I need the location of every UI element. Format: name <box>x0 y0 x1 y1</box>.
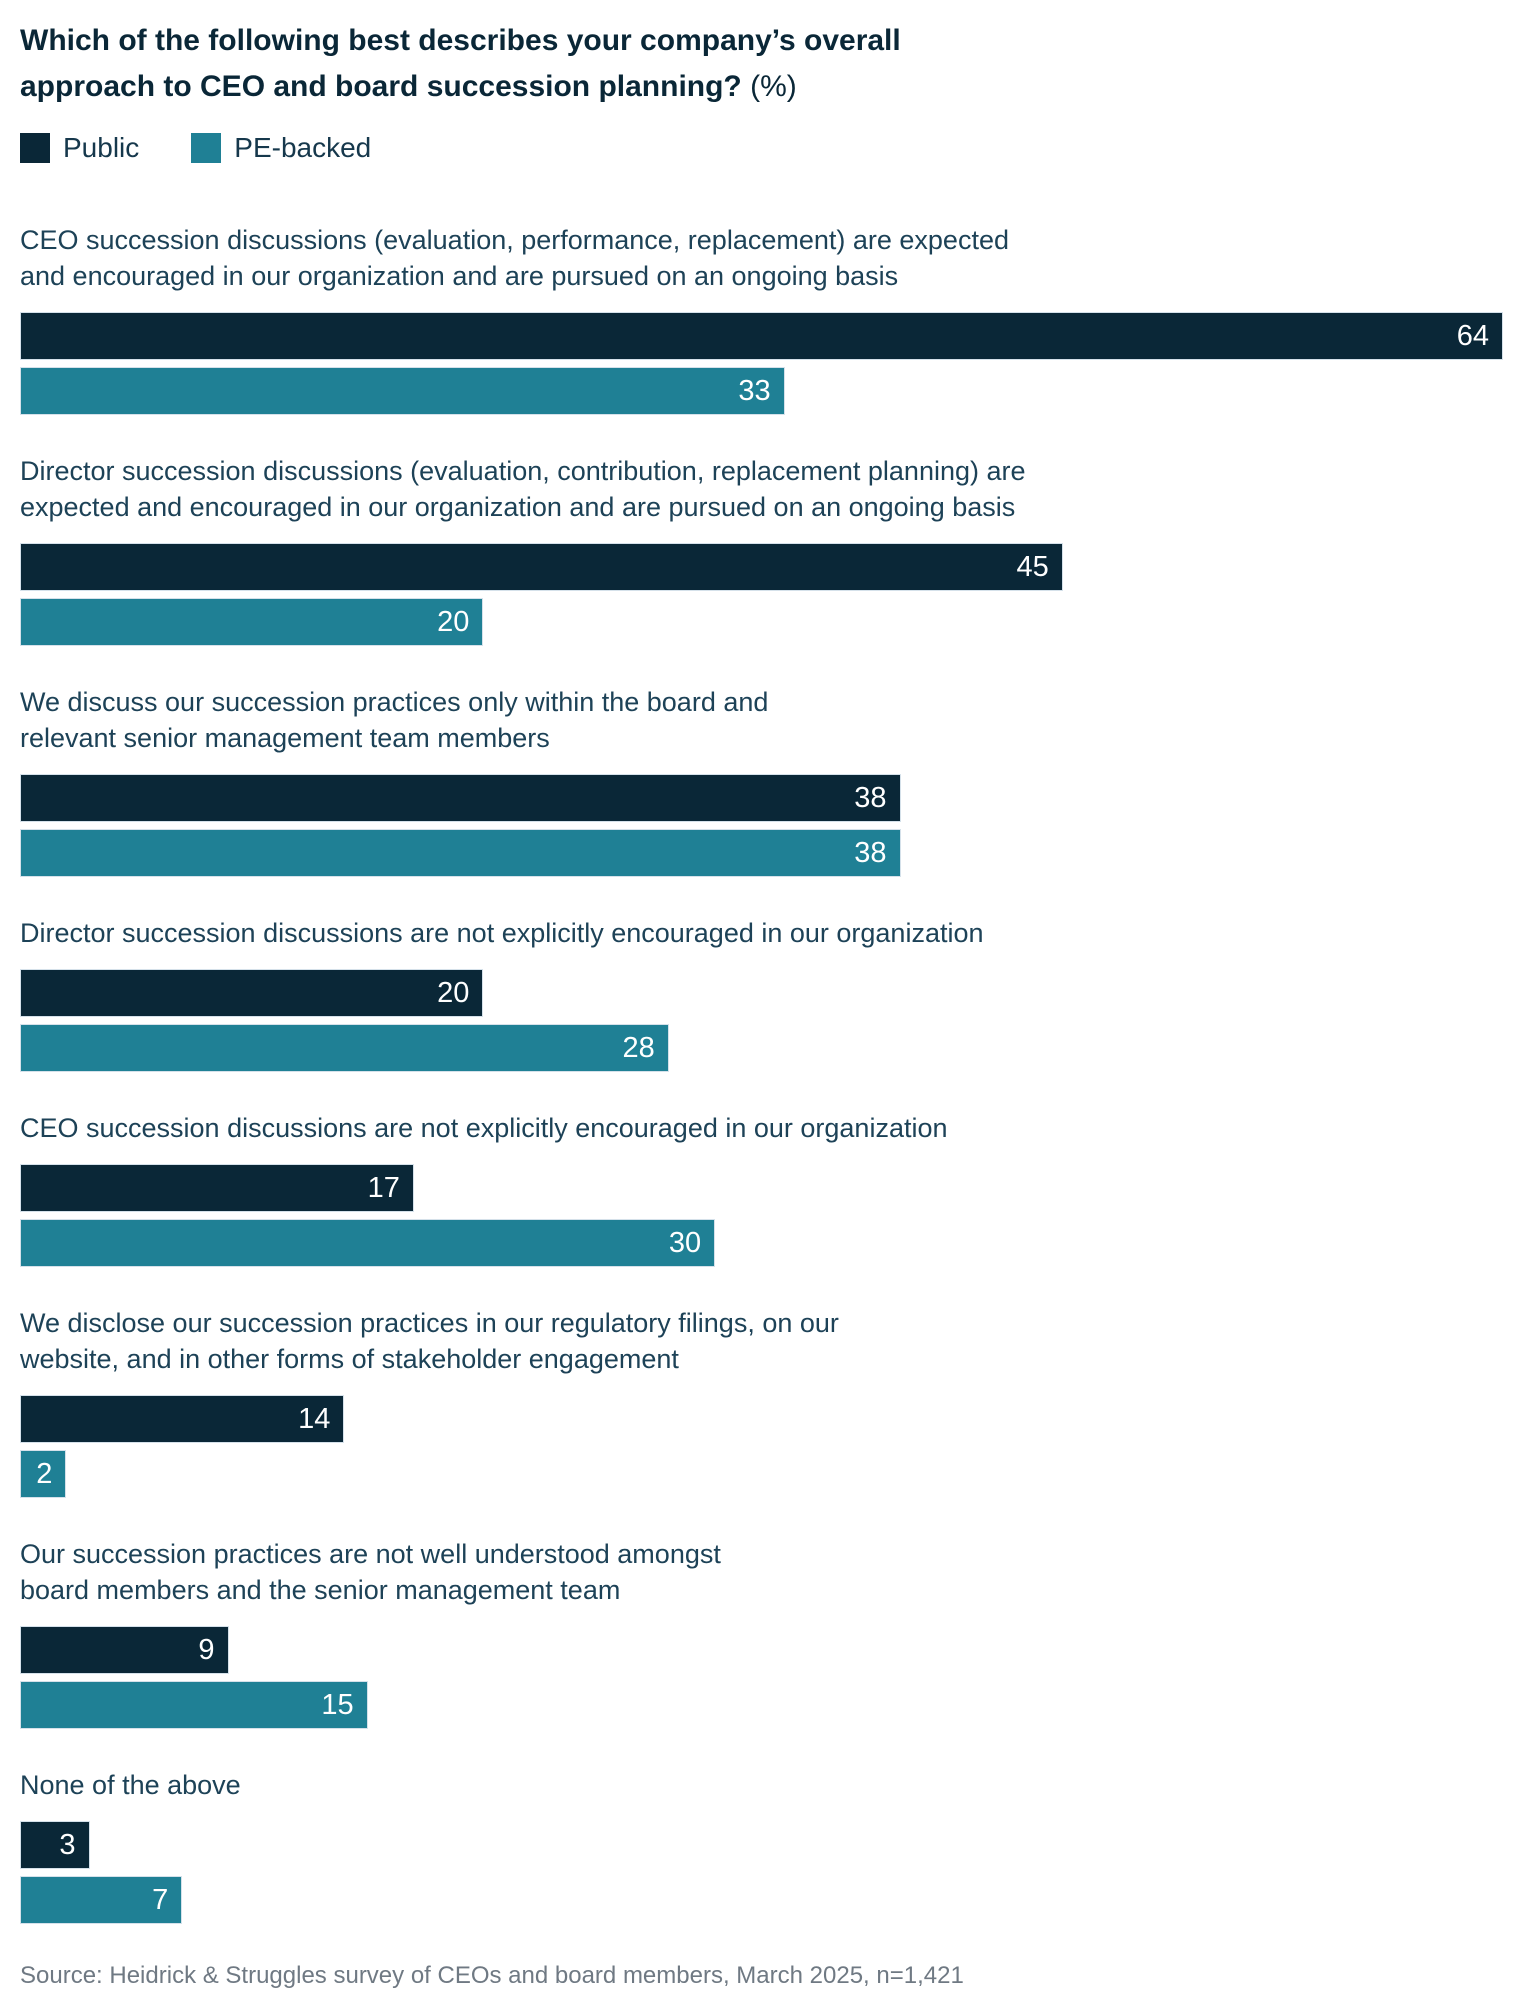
bar-value: 14 <box>298 1402 331 1435</box>
category-label: Director succession discussions are not … <box>20 918 984 948</box>
bar-value: 7 <box>152 1883 169 1916</box>
bar-value: 3 <box>59 1828 76 1861</box>
category-row: We disclose our succession practices in … <box>20 1305 1503 1498</box>
bar-value: 9 <box>198 1633 215 1666</box>
pe-backed-bar: 2 <box>20 1450 67 1498</box>
category-row: Our succession practices are not well un… <box>20 1536 1503 1729</box>
chart-footer: Source: Heidrick & Struggles survey of C… <box>20 1962 1503 1990</box>
bar-value: 45 <box>1016 550 1049 583</box>
bar-value: 2 <box>36 1457 53 1490</box>
pe-backed-bar: 7 <box>20 1876 183 1924</box>
bar-value: 28 <box>622 1031 655 1064</box>
chart-header: Which of the following best describes yo… <box>20 18 1503 164</box>
legend-label-public: Public <box>63 132 140 163</box>
pe-backed-bar: 20 <box>20 598 484 646</box>
legend: Public PE-backed <box>20 132 1503 164</box>
public-bar: 17 <box>20 1164 414 1212</box>
bar-chart: CEO succession discussions (evaluation, … <box>20 222 1503 1924</box>
public-bar: 20 <box>20 969 484 1017</box>
legend-swatch-pe-backed <box>191 133 222 163</box>
pe-backed-bar: 28 <box>20 1024 669 1072</box>
category-label: Our succession practices are not well un… <box>20 1539 721 1605</box>
bar-track: 64 33 <box>20 312 1503 415</box>
bar-track: 45 20 <box>20 543 1503 646</box>
category-label: CEO succession discussions are not expli… <box>20 1113 948 1143</box>
pe-backed-bar: 38 <box>20 829 901 877</box>
bar-track: 38 38 <box>20 774 1503 877</box>
category-label: CEO succession discussions (evaluation, … <box>20 225 1009 291</box>
public-bar: 14 <box>20 1395 345 1443</box>
legend-item-public: Public <box>20 132 139 164</box>
pe-backed-bar: 15 <box>20 1681 368 1729</box>
public-bar: 64 <box>20 312 1503 360</box>
bar-value: 38 <box>854 781 887 814</box>
public-bar: 45 <box>20 543 1063 591</box>
bar-track: 14 2 <box>20 1395 1503 1498</box>
title-question: Which of the following best describes yo… <box>20 24 901 103</box>
category-row: CEO succession discussions (evaluation, … <box>20 222 1503 415</box>
title-unit: (%) <box>741 70 797 103</box>
bar-value: 64 <box>1456 319 1489 352</box>
bar-value: 15 <box>321 1688 354 1721</box>
bar-value: 20 <box>437 976 470 1009</box>
bar-value: 17 <box>367 1171 400 1204</box>
bar-value: 33 <box>738 374 771 407</box>
category-label: Director succession discussions (evaluat… <box>20 456 1026 522</box>
category-row: Director succession discussions are not … <box>20 915 1503 1072</box>
public-bar: 9 <box>20 1626 229 1674</box>
legend-swatch-public <box>20 133 50 163</box>
category-label: None of the above <box>20 1770 241 1800</box>
pe-backed-bar: 30 <box>20 1219 716 1267</box>
legend-label-pe-backed: PE-backed <box>234 132 372 163</box>
category-row: CEO succession discussions are not expli… <box>20 1110 1503 1267</box>
legend-item-pe-backed: PE-backed <box>191 132 371 164</box>
category-row: None of the above 3 7 <box>20 1767 1503 1924</box>
chart-rows: CEO succession discussions (evaluation, … <box>20 222 1503 1924</box>
category-row: Director succession discussions (evaluat… <box>20 453 1503 646</box>
category-label: We discuss our succession practices only… <box>20 687 769 753</box>
bar-track: 17 30 <box>20 1164 1503 1267</box>
bar-value: 38 <box>854 836 887 869</box>
public-bar: 3 <box>20 1821 90 1869</box>
public-bar: 38 <box>20 774 901 822</box>
page-title: Which of the following best describes yo… <box>20 18 1503 110</box>
pe-backed-bar: 33 <box>20 367 785 415</box>
bar-track: 3 7 <box>20 1821 1503 1924</box>
bar-track: 9 15 <box>20 1626 1503 1729</box>
source-note: Source: Heidrick & Struggles survey of C… <box>20 1962 964 1989</box>
bar-value: 20 <box>437 605 470 638</box>
bar-value: 30 <box>668 1226 702 1259</box>
category-label: We disclose our succession practices in … <box>20 1308 839 1374</box>
category-row: We discuss our succession practices only… <box>20 684 1503 877</box>
bar-track: 20 28 <box>20 969 1503 1072</box>
